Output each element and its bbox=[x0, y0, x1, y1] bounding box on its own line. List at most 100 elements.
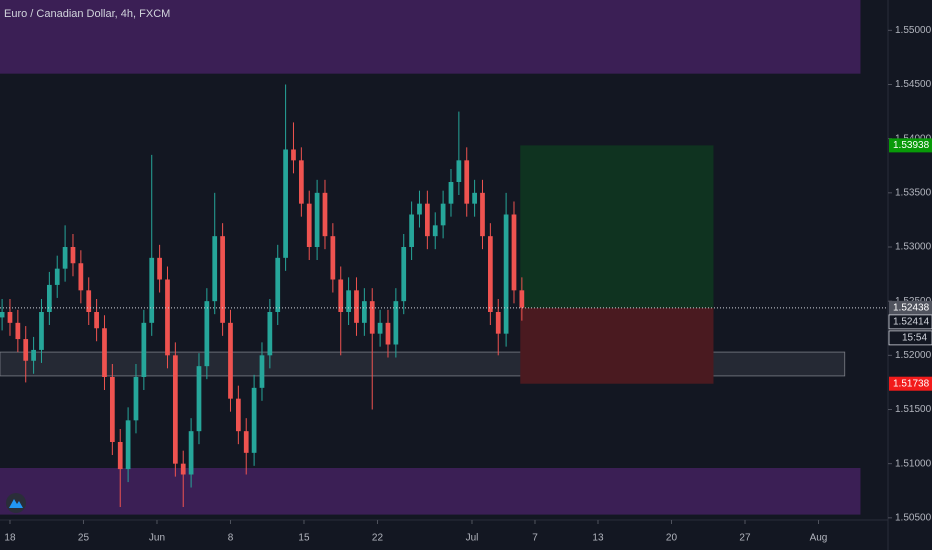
zone bbox=[0, 0, 861, 74]
x-tick-label: Jul bbox=[466, 533, 479, 544]
candle-body bbox=[472, 192, 477, 204]
candle-body bbox=[188, 431, 194, 475]
x-tick-label: Aug bbox=[810, 533, 828, 544]
candle-body bbox=[204, 301, 210, 367]
candle-body bbox=[149, 257, 155, 323]
y-tick-label: 1.55000 bbox=[895, 25, 932, 36]
candle-body bbox=[393, 301, 399, 345]
candle-body bbox=[283, 149, 288, 258]
candle-body bbox=[314, 192, 320, 247]
candle-body bbox=[228, 322, 233, 399]
chart-title: Euro / Canadian Dollar, 4h, FXCM bbox=[4, 8, 170, 20]
x-tick-label: 8 bbox=[228, 533, 234, 544]
candle-body bbox=[102, 328, 107, 377]
price-label: 1.51738 bbox=[893, 378, 930, 389]
zone bbox=[0, 351, 846, 377]
candle-body bbox=[243, 431, 249, 453]
x-tick-label: 15 bbox=[298, 533, 310, 544]
candle-body bbox=[141, 322, 147, 377]
candle-body bbox=[235, 398, 241, 432]
profit-zone bbox=[520, 145, 714, 308]
candle-body bbox=[251, 387, 257, 453]
price-label-bg bbox=[888, 314, 932, 330]
candle-body bbox=[78, 263, 84, 291]
candle-body bbox=[480, 192, 485, 237]
price-label-bg bbox=[889, 376, 932, 391]
candle-body bbox=[0, 312, 5, 318]
logo bbox=[6, 493, 26, 513]
zone bbox=[0, 468, 861, 515]
candle-body bbox=[259, 355, 265, 388]
x-tick-label: 20 bbox=[666, 533, 678, 544]
candle-body bbox=[212, 236, 218, 302]
candle-body bbox=[15, 322, 21, 340]
candle-body bbox=[62, 247, 68, 269]
candle-body bbox=[361, 301, 367, 323]
x-tick-label: 27 bbox=[739, 533, 751, 544]
candle-body bbox=[346, 290, 351, 312]
candle-body bbox=[306, 203, 312, 247]
y-tick-label: 1.53000 bbox=[895, 242, 932, 253]
y-tick-label: 1.52000 bbox=[895, 350, 932, 361]
y-tick-label: 1.54500 bbox=[895, 79, 932, 90]
x-tick-label: 18 bbox=[4, 533, 16, 544]
candle-body bbox=[330, 236, 336, 280]
x-tick-label: 22 bbox=[372, 533, 384, 544]
candle-body bbox=[409, 214, 414, 247]
candle-body bbox=[165, 279, 170, 356]
price-label-bg bbox=[889, 138, 932, 153]
candle-body bbox=[322, 192, 328, 237]
candle-body bbox=[519, 290, 525, 308]
candle-body bbox=[220, 236, 225, 323]
candle-body bbox=[291, 149, 296, 161]
candle-body bbox=[180, 463, 186, 475]
x-tick-label: 13 bbox=[592, 533, 604, 544]
candle-body bbox=[432, 225, 438, 237]
x-tick-label: 25 bbox=[78, 533, 90, 544]
countdown-bg bbox=[888, 330, 932, 346]
candle-body bbox=[23, 339, 29, 361]
candle-body bbox=[338, 279, 344, 312]
candle-body bbox=[275, 257, 281, 312]
candle-body bbox=[157, 257, 162, 280]
candle-body bbox=[401, 247, 407, 302]
candle-body bbox=[70, 247, 76, 264]
candle-body bbox=[487, 236, 493, 312]
countdown: 15:54 bbox=[902, 333, 927, 344]
candle-body bbox=[94, 312, 99, 329]
candle-body bbox=[424, 203, 430, 237]
x-tick-label: Jun bbox=[149, 533, 165, 544]
candle-body bbox=[417, 203, 422, 215]
candle-body bbox=[377, 322, 383, 334]
candle-body bbox=[503, 214, 509, 334]
price-label: 1.52438 bbox=[893, 303, 930, 314]
candle-body bbox=[125, 420, 131, 470]
candle-body bbox=[133, 377, 139, 421]
price-label-bg bbox=[889, 300, 932, 315]
y-tick-label: 1.51500 bbox=[895, 404, 932, 415]
candle-body bbox=[7, 312, 13, 323]
candle-body bbox=[440, 203, 446, 226]
price-label: 1.52414 bbox=[893, 317, 930, 328]
candle-body bbox=[109, 377, 115, 442]
candle-body bbox=[369, 301, 375, 334]
candle-body bbox=[39, 312, 44, 350]
loss-zone bbox=[520, 307, 714, 384]
candle-body bbox=[196, 366, 202, 432]
candle-body bbox=[46, 284, 52, 312]
candle-body bbox=[464, 160, 470, 204]
candle-body bbox=[495, 312, 501, 334]
candle-body bbox=[385, 322, 391, 345]
candle-body bbox=[86, 290, 92, 312]
candle-body bbox=[267, 312, 273, 356]
price-label: 1.53938 bbox=[893, 140, 930, 151]
x-tick-label: 7 bbox=[532, 533, 538, 544]
plot bbox=[0, 0, 888, 515]
candle-body bbox=[117, 442, 123, 470]
candle-body bbox=[172, 355, 178, 464]
candle-body bbox=[448, 182, 454, 204]
y-tick-label: 1.53500 bbox=[895, 187, 932, 198]
candle-body bbox=[511, 214, 517, 291]
